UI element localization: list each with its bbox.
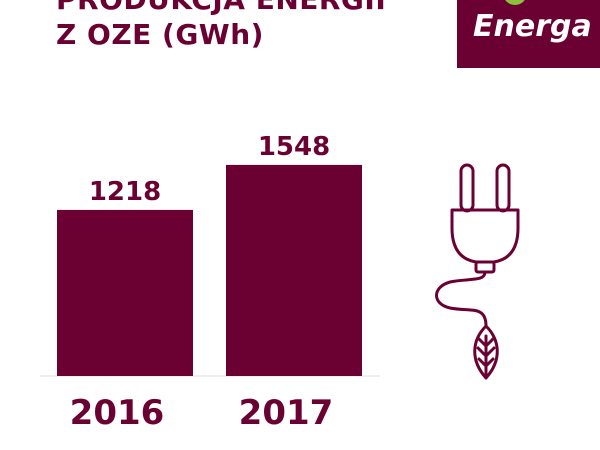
category-label-2017: 2017 xyxy=(239,393,334,433)
chart-title-line-2: Z OZE (GWh) xyxy=(56,18,264,51)
logo-text: Energa xyxy=(473,9,592,44)
category-label-2016: 2016 xyxy=(70,393,165,433)
data-label-2017: 1548 xyxy=(258,132,330,162)
bar-2017 xyxy=(226,164,362,376)
data-label-2016: 1218 xyxy=(89,177,161,207)
bar-2016 xyxy=(57,209,193,376)
energa-logo: Energa xyxy=(457,0,600,68)
logo-leaf-icon xyxy=(503,0,527,5)
chart-title-line-1: PRODUKCJA ENERGII xyxy=(56,0,386,16)
